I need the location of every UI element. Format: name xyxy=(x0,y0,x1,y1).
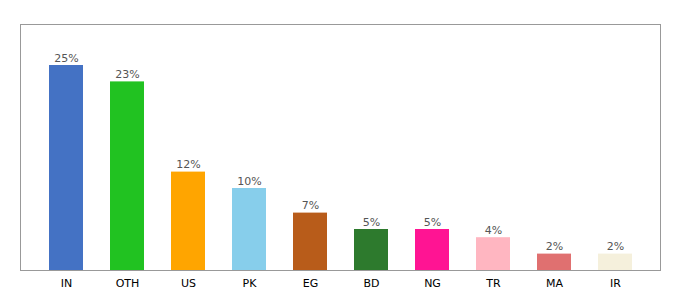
svg-text:EG: EG xyxy=(303,277,318,290)
svg-text:25%: 25% xyxy=(54,52,78,65)
svg-text:OTH: OTH xyxy=(116,277,140,290)
svg-text:7%: 7% xyxy=(302,199,319,212)
svg-text:23%: 23% xyxy=(115,68,139,81)
svg-text:IR: IR xyxy=(610,277,621,290)
svg-text:BD: BD xyxy=(363,277,379,290)
svg-text:NG: NG xyxy=(424,277,441,290)
svg-text:IN: IN xyxy=(61,277,72,290)
svg-text:10%: 10% xyxy=(237,175,261,188)
svg-text:US: US xyxy=(181,277,196,290)
svg-text:4%: 4% xyxy=(485,224,502,237)
svg-text:5%: 5% xyxy=(424,216,441,229)
svg-text:2%: 2% xyxy=(546,240,563,253)
svg-text:5%: 5% xyxy=(363,216,380,229)
svg-text:TR: TR xyxy=(485,277,501,290)
svg-text:MA: MA xyxy=(546,277,563,290)
svg-text:2%: 2% xyxy=(607,240,624,253)
svg-text:12%: 12% xyxy=(176,158,200,171)
svg-text:PK: PK xyxy=(243,277,258,290)
